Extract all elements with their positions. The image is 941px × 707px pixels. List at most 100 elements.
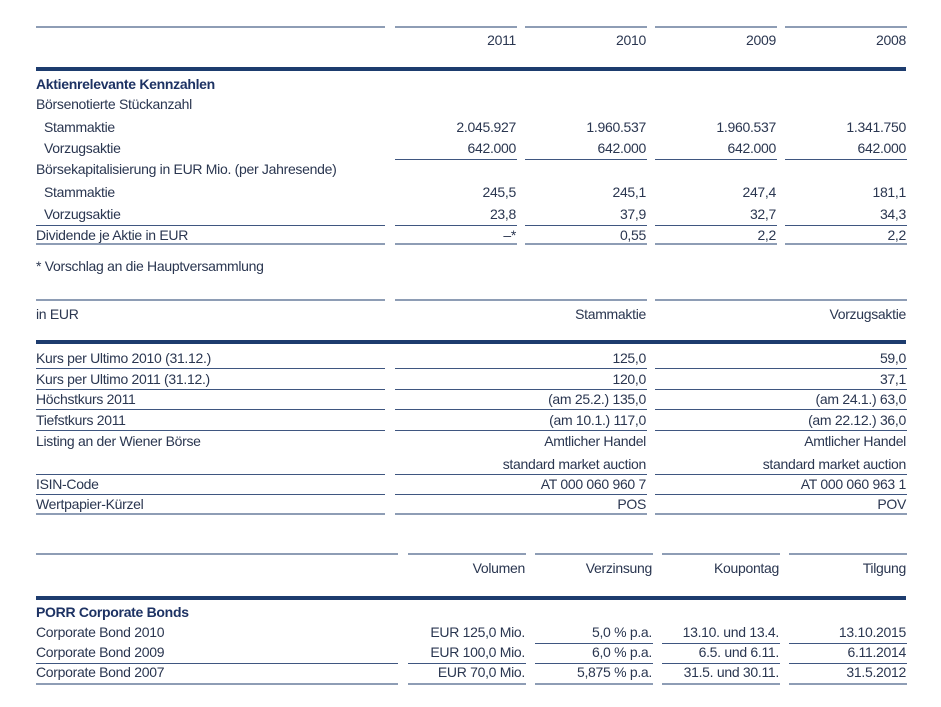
row-rule bbox=[36, 389, 385, 390]
row-rule bbox=[36, 368, 385, 369]
header-top-rule bbox=[525, 26, 647, 28]
row-label: Kurs per Ultimo 2010 (31.12.) bbox=[36, 350, 211, 366]
header-divider bbox=[36, 340, 906, 344]
row-rule bbox=[395, 409, 647, 410]
cell-value: (am 22.12.) 36,0 bbox=[808, 412, 906, 428]
header-top-rule bbox=[662, 553, 780, 555]
row-rule bbox=[36, 663, 398, 664]
cell-value: 6,0 % p.a. bbox=[591, 644, 652, 660]
column-header: Volumen bbox=[472, 560, 526, 576]
cell-value: 125,0 bbox=[612, 350, 646, 366]
row-rule bbox=[535, 683, 653, 685]
row-rule bbox=[655, 389, 907, 390]
column-header: Koupontag bbox=[713, 560, 779, 576]
row-rule bbox=[395, 474, 647, 475]
row-label: Kurs per Ultimo 2011 (31.12.) bbox=[36, 371, 210, 387]
cell-value: 13.10.2015 bbox=[838, 624, 906, 640]
column-header-label: in EUR bbox=[36, 306, 79, 322]
row-rule bbox=[662, 643, 780, 644]
cell-value: standard market auction bbox=[502, 456, 647, 472]
cell-value: 642.000 bbox=[727, 140, 776, 156]
cell-value: 642.000 bbox=[597, 140, 646, 156]
cell-value: 247,4 bbox=[742, 184, 776, 200]
header-top-rule bbox=[395, 299, 647, 301]
cell-value: 0,55 bbox=[619, 227, 646, 243]
cell-value: AT 000 060 960 7 bbox=[540, 476, 647, 492]
row-rule bbox=[789, 663, 907, 664]
footnote: * Vorschlag an die Hauptversammlung bbox=[36, 258, 264, 274]
cell-value: 6.5. und 6.11. bbox=[698, 644, 780, 660]
row-rule bbox=[36, 683, 398, 685]
header-top-rule bbox=[395, 26, 517, 28]
cell-value: 2,2 bbox=[757, 227, 776, 243]
cell-value: (am 10.1.) 117,0 bbox=[549, 412, 646, 428]
header-top-rule bbox=[655, 299, 907, 301]
row-label: Börsekapitalisierung in EUR Mio. (per Ja… bbox=[36, 161, 337, 177]
row-rule bbox=[36, 494, 385, 495]
cell-value: AT 000 060 963 1 bbox=[800, 476, 907, 492]
cell-value: –* bbox=[503, 227, 516, 243]
row-rule bbox=[36, 409, 385, 410]
row-rule bbox=[525, 159, 647, 160]
row-rule bbox=[395, 389, 647, 390]
column-header: Verzinsung bbox=[585, 560, 653, 576]
row-rule bbox=[36, 513, 385, 515]
header-top-rule bbox=[36, 26, 385, 28]
row-rule bbox=[655, 409, 907, 410]
row-label: ISIN-Code bbox=[36, 476, 99, 492]
row-rule bbox=[395, 225, 517, 226]
column-header: 2010 bbox=[616, 32, 646, 48]
header-top-rule bbox=[785, 26, 907, 28]
column-header: Vorzugsaktie bbox=[829, 306, 906, 322]
row-rule bbox=[655, 243, 777, 245]
row-rule bbox=[662, 683, 780, 685]
cell-value: POV bbox=[877, 496, 906, 512]
row-rule bbox=[789, 643, 907, 644]
cell-value: 2.045.927 bbox=[456, 119, 516, 135]
column-header: 2011 bbox=[487, 32, 516, 48]
cell-value: 642.000 bbox=[467, 140, 516, 156]
row-rule bbox=[655, 474, 907, 475]
cell-value: 5,875 % p.a. bbox=[576, 664, 652, 680]
row-rule bbox=[785, 159, 907, 160]
header-divider bbox=[36, 596, 906, 600]
row-rule bbox=[36, 474, 385, 475]
row-label: Listing an der Wiener Börse bbox=[36, 433, 201, 449]
cell-value: 2,2 bbox=[887, 227, 906, 243]
row-label: Stammaktie bbox=[44, 184, 115, 200]
cell-value: (am 25.2.) 135,0 bbox=[548, 391, 646, 407]
row-rule bbox=[395, 159, 517, 160]
column-header: 2008 bbox=[876, 32, 906, 48]
cell-value: 245,1 bbox=[612, 184, 646, 200]
row-label: Dividende je Aktie in EUR bbox=[36, 227, 189, 243]
cell-value: 1.960.537 bbox=[716, 119, 776, 135]
row-label: Corporate Bond 2009 bbox=[36, 644, 165, 660]
row-rule bbox=[535, 663, 653, 664]
row-rule bbox=[525, 243, 647, 245]
row-rule bbox=[395, 494, 647, 495]
row-rule bbox=[395, 513, 647, 515]
cell-value: standard market auction bbox=[762, 456, 907, 472]
cell-value: 181,1 bbox=[872, 184, 906, 200]
cell-value: Amtlicher Handel bbox=[544, 433, 646, 449]
row-rule bbox=[655, 494, 907, 495]
row-rule bbox=[408, 683, 526, 685]
cell-value: EUR 125,0 Mio. bbox=[430, 624, 525, 640]
row-rule bbox=[655, 513, 907, 515]
section-title: PORR Corporate Bonds bbox=[36, 604, 189, 620]
row-label: Corporate Bond 2010 bbox=[36, 624, 165, 640]
cell-value: 34,3 bbox=[879, 206, 906, 222]
row-rule bbox=[655, 225, 777, 226]
cell-value: 120,0 bbox=[612, 371, 646, 387]
row-rule bbox=[36, 430, 385, 431]
cell-value: 642.000 bbox=[857, 140, 906, 156]
row-rule bbox=[655, 430, 907, 431]
cell-value: 5,0 % p.a. bbox=[591, 624, 652, 640]
cell-value: 13.10. und 13.4. bbox=[682, 624, 780, 640]
row-label: Vorzugsaktie bbox=[44, 140, 121, 156]
cell-value: 6.11.2014 bbox=[847, 644, 906, 660]
row-rule bbox=[655, 368, 907, 369]
row-rule bbox=[525, 225, 647, 226]
row-label: Wertpapier-Kürzel bbox=[36, 496, 144, 512]
row-rule bbox=[36, 225, 385, 226]
